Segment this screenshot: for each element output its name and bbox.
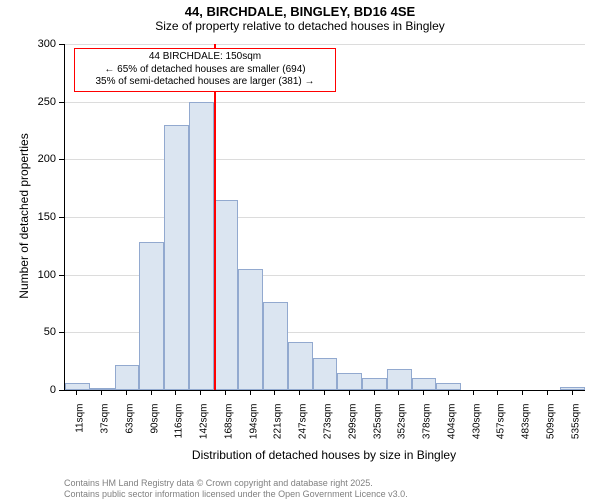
xtick-mark <box>76 390 77 395</box>
xtick-label: 378sqm <box>422 404 433 454</box>
xtick-label: 194sqm <box>248 404 259 454</box>
histogram-bar <box>387 369 412 390</box>
ytick-mark <box>59 332 64 333</box>
ytick-label: 0 <box>0 384 56 396</box>
xtick-mark <box>151 390 152 395</box>
ytick-label: 50 <box>0 326 56 338</box>
xtick-label: 142sqm <box>199 404 210 454</box>
xtick-label: 535sqm <box>570 404 581 454</box>
annotation-line: 35% of semi-detached houses are larger (… <box>81 76 329 89</box>
xtick-mark <box>473 390 474 395</box>
xtick-mark <box>349 390 350 395</box>
footer-attribution: Contains HM Land Registry data © Crown c… <box>64 478 408 500</box>
plot-area <box>64 44 585 391</box>
histogram-bar <box>560 387 585 390</box>
xtick-label: 457sqm <box>496 404 507 454</box>
ytick-mark <box>59 159 64 160</box>
annotation-box: 44 BIRCHDALE: 150sqm← 65% of detached ho… <box>74 48 336 92</box>
histogram-bar <box>362 378 387 390</box>
histogram-bar <box>313 358 338 390</box>
annotation-line: 44 BIRCHDALE: 150sqm <box>81 51 329 64</box>
xtick-mark <box>225 390 226 395</box>
reference-line <box>214 44 216 390</box>
ytick-label: 300 <box>0 38 56 50</box>
histogram-bar <box>189 102 214 390</box>
xtick-label: 11sqm <box>75 404 86 454</box>
xtick-mark <box>274 390 275 395</box>
grid-line <box>65 217 585 218</box>
xtick-mark <box>398 390 399 395</box>
grid-line <box>65 159 585 160</box>
annotation-line: ← 65% of detached houses are smaller (69… <box>81 64 329 77</box>
xtick-mark <box>126 390 127 395</box>
xtick-label: 116sqm <box>174 404 185 454</box>
xtick-mark <box>547 390 548 395</box>
histogram-bar <box>412 378 437 390</box>
xtick-label: 247sqm <box>298 404 309 454</box>
xtick-label: 404sqm <box>446 404 457 454</box>
xtick-mark <box>200 390 201 395</box>
xtick-mark <box>250 390 251 395</box>
ytick-mark <box>59 44 64 45</box>
xtick-mark <box>448 390 449 395</box>
xtick-mark <box>175 390 176 395</box>
xaxis-title: Distribution of detached houses by size … <box>64 448 584 462</box>
ytick-mark <box>59 217 64 218</box>
xtick-mark <box>423 390 424 395</box>
histogram-bar <box>263 302 288 390</box>
xtick-mark <box>299 390 300 395</box>
xtick-label: 221sqm <box>273 404 284 454</box>
grid-line <box>65 102 585 103</box>
xtick-label: 299sqm <box>347 404 358 454</box>
xtick-mark <box>374 390 375 395</box>
histogram-bar <box>214 200 239 390</box>
ytick-mark <box>59 275 64 276</box>
xtick-mark <box>522 390 523 395</box>
grid-line <box>65 44 585 45</box>
xtick-label: 325sqm <box>372 404 383 454</box>
xtick-mark <box>572 390 573 395</box>
ytick-label: 250 <box>0 96 56 108</box>
xtick-label: 37sqm <box>100 404 111 454</box>
xtick-label: 483sqm <box>521 404 532 454</box>
histogram-bar <box>164 125 189 390</box>
histogram-bar <box>337 373 362 390</box>
histogram-bar <box>115 365 140 390</box>
histogram-bar <box>288 342 313 390</box>
histogram-bar <box>436 383 461 390</box>
histogram-chart: 050100150200250300Number of detached pro… <box>0 0 600 500</box>
xtick-mark <box>324 390 325 395</box>
ytick-mark <box>59 390 64 391</box>
yaxis-title: Number of detached properties <box>17 116 31 316</box>
histogram-bar <box>65 383 90 390</box>
footer-line: Contains public sector information licen… <box>64 489 408 500</box>
xtick-label: 352sqm <box>397 404 408 454</box>
xtick-label: 90sqm <box>149 404 160 454</box>
xtick-label: 168sqm <box>223 404 234 454</box>
xtick-label: 430sqm <box>471 404 482 454</box>
xtick-mark <box>497 390 498 395</box>
xtick-label: 273sqm <box>323 404 334 454</box>
ytick-mark <box>59 102 64 103</box>
xtick-label: 63sqm <box>124 404 135 454</box>
footer-line: Contains HM Land Registry data © Crown c… <box>64 478 408 489</box>
histogram-bar <box>238 269 263 390</box>
xtick-mark <box>101 390 102 395</box>
histogram-bar <box>139 242 164 390</box>
xtick-label: 509sqm <box>545 404 556 454</box>
